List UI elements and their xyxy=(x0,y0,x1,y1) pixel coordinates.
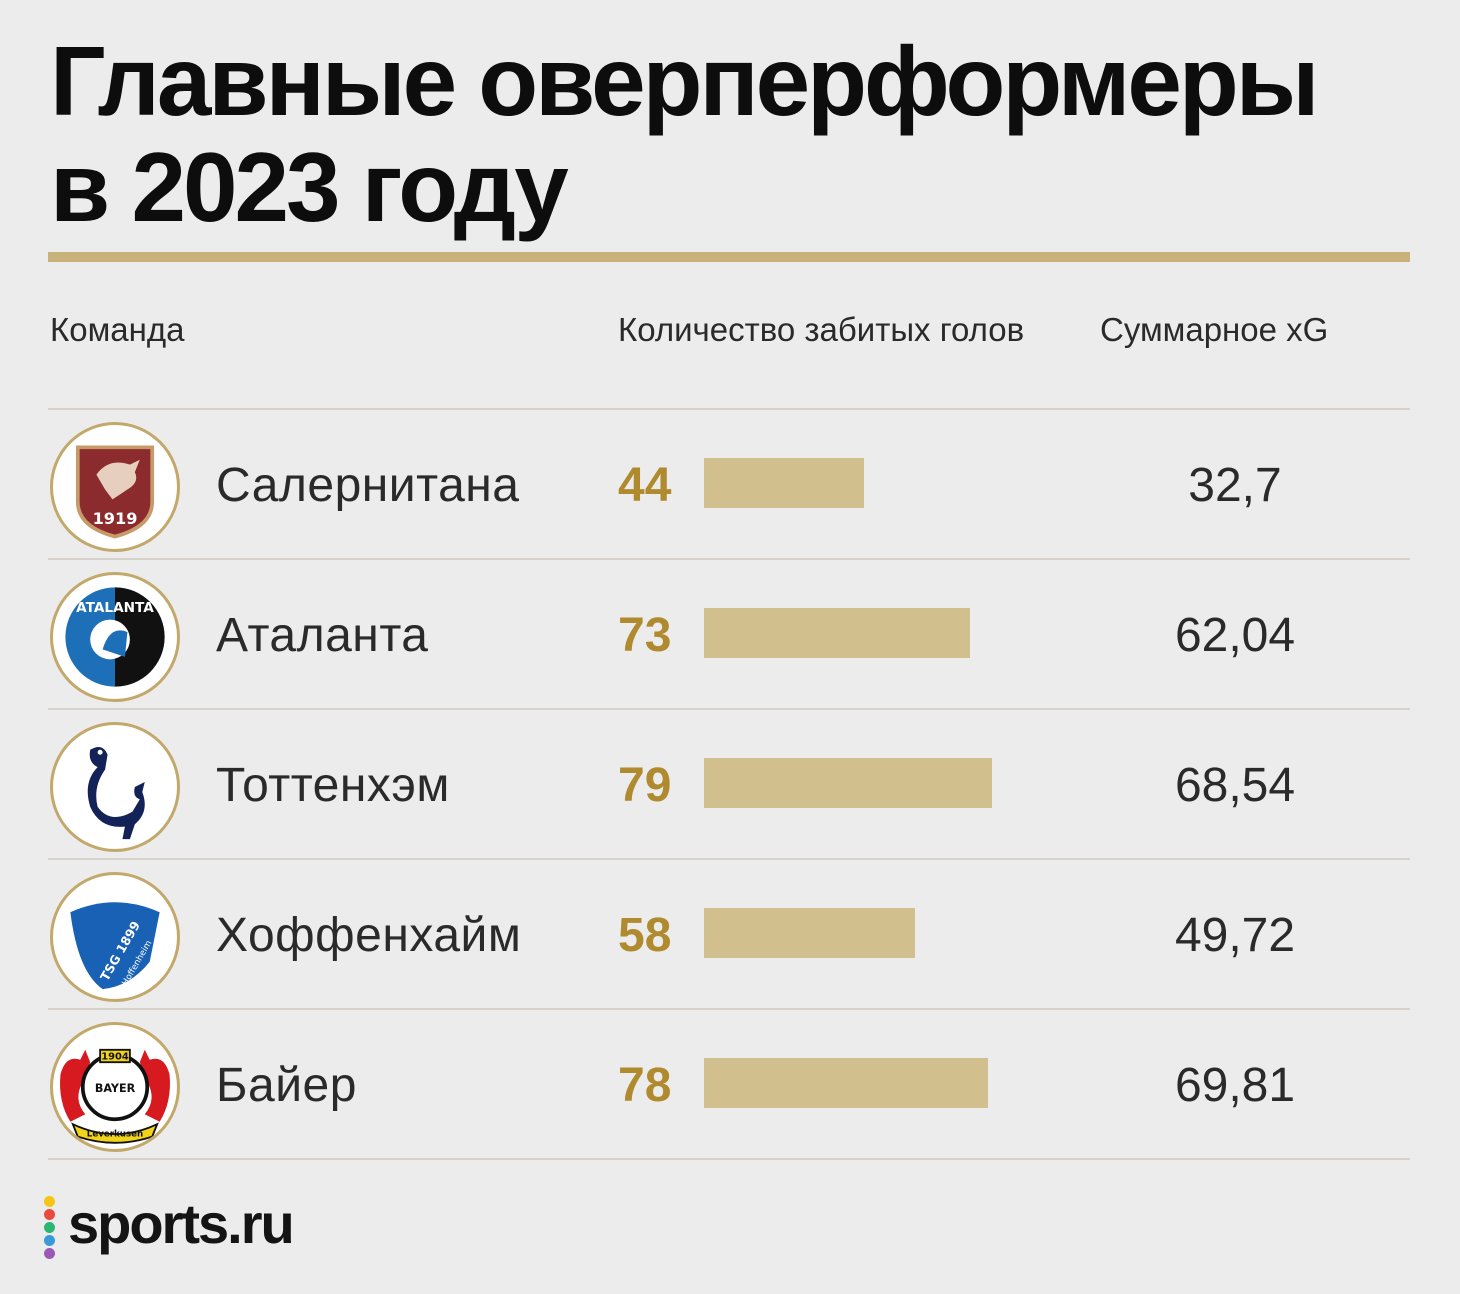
brand-name: sports.ru xyxy=(68,1192,295,1255)
xg-value: 62,04 xyxy=(1174,609,1296,662)
salernitana-crest-icon: 1919 xyxy=(50,422,180,552)
bayer-crest-icon: 1904 BAYER Leverkusen xyxy=(50,1022,180,1152)
brand-dot xyxy=(44,1209,55,1220)
goals-label: 73 xyxy=(618,609,672,662)
chart-title: Главные оверперформеры в 2023 году xyxy=(50,28,1410,240)
atalanta-crest-icon: ATALANTA xyxy=(50,572,180,702)
brand-dot xyxy=(44,1222,55,1233)
goals-label: 58 xyxy=(618,909,672,962)
atalanta-text: ATALANTA xyxy=(76,600,154,616)
row-divider xyxy=(48,558,1410,560)
team-name: Аталанта xyxy=(216,609,429,662)
xg-value: 68,54 xyxy=(1174,759,1296,812)
hoffenheim-crest-icon: TSG 1899 Hoffenheim xyxy=(50,872,180,1002)
team-name: Салернитана xyxy=(216,459,520,512)
xg-value: 69,81 xyxy=(1174,1059,1296,1112)
title-line-1: Главные оверперформеры xyxy=(50,26,1319,136)
team-name: Тоттенхэм xyxy=(216,759,450,812)
table-row-salernitana: 1919 Салернитана 44 32,7 xyxy=(0,410,1460,560)
goals-label: 79 xyxy=(618,759,672,812)
goals-label: 78 xyxy=(618,1059,672,1112)
bayer-year: 1904 xyxy=(101,1052,129,1063)
row-divider xyxy=(48,408,1410,410)
table-row-tottenham: Тоттенхэм 79 68,54 xyxy=(0,710,1460,860)
column-header-team: Команда xyxy=(50,311,185,348)
row-divider xyxy=(48,708,1410,710)
xg-value: 49,72 xyxy=(1174,909,1296,962)
bayer-text: BAYER xyxy=(95,1082,136,1095)
goals-label: 44 xyxy=(618,459,672,512)
column-header-xg: Суммарное xG xyxy=(1100,311,1329,348)
column-header-goals: Количество забитых голов xyxy=(618,311,1025,348)
table-row-hoffenheim: TSG 1899 Hoffenheim Хоффенхайм 58 49,72 xyxy=(0,860,1460,1010)
brand-dot xyxy=(44,1235,55,1246)
xg-value: 32,7 xyxy=(1188,459,1282,512)
table-row-atalanta: ATALANTA Аталанта 73 62,04 xyxy=(0,560,1460,710)
row-divider xyxy=(48,858,1410,860)
row-divider xyxy=(48,1158,1410,1160)
team-name: Байер xyxy=(216,1059,357,1112)
title-line-2: в 2023 году xyxy=(50,132,569,242)
goals-bar xyxy=(704,758,992,808)
brand-dots-icon xyxy=(44,1196,58,1261)
salernitana-year: 1919 xyxy=(93,509,138,528)
goals-bar xyxy=(704,1058,988,1108)
brand-dot xyxy=(44,1248,55,1259)
goals-bar xyxy=(704,458,864,508)
team-name: Хоффенхайм xyxy=(216,909,522,962)
title-divider xyxy=(48,252,1410,262)
goals-bar xyxy=(704,608,970,658)
brand-dot xyxy=(44,1196,55,1207)
bayer-city: Leverkusen xyxy=(87,1130,143,1140)
row-divider xyxy=(48,1008,1410,1010)
goals-bar xyxy=(704,908,915,958)
tottenham-crest-icon xyxy=(50,722,180,852)
table-row-bayer: 1904 BAYER Leverkusen Байер 78 69,81 xyxy=(0,1010,1460,1160)
